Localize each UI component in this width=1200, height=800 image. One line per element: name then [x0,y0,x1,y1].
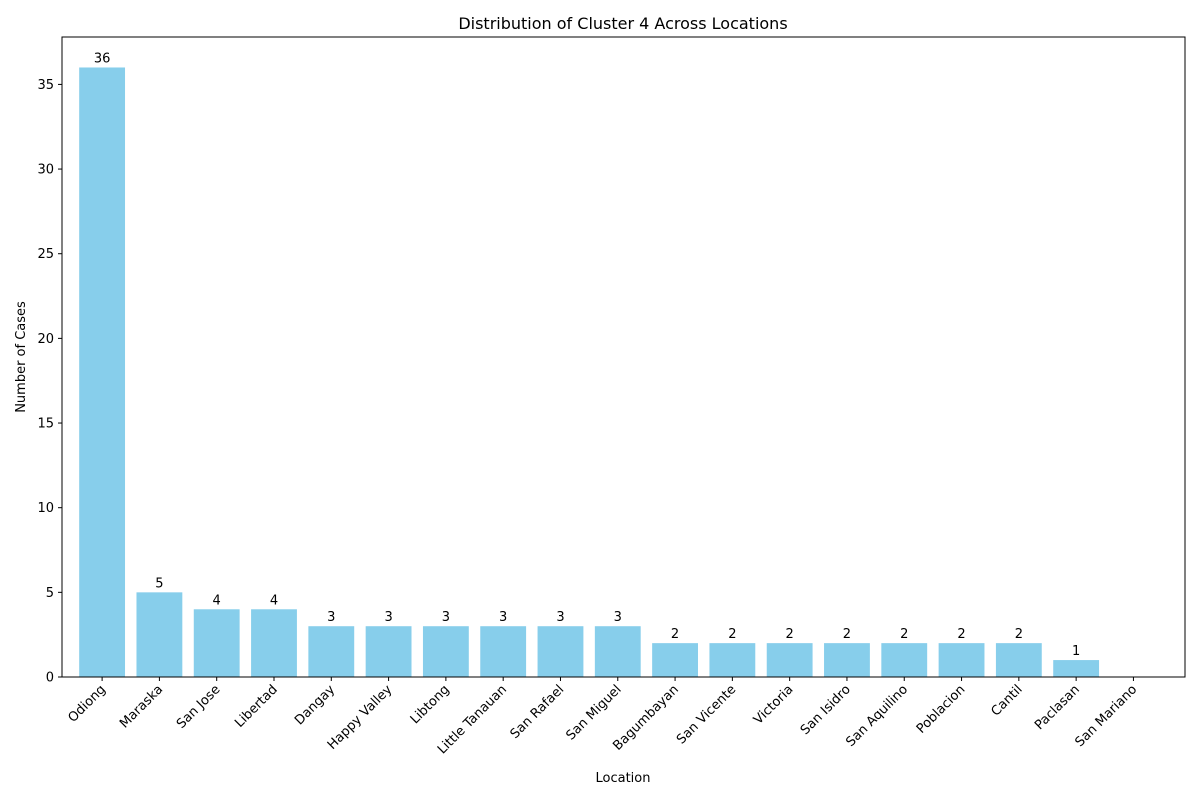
bar [766,643,813,677]
bar [79,67,126,678]
bar-value-label: 2 [671,627,679,642]
y-tick-label: 20 [37,332,54,347]
bar-value-label: 5 [155,576,163,591]
x-tick-label: San Aquilino [843,682,911,750]
bar-value-label: 2 [957,627,965,642]
x-tick-label: Libertad [232,682,281,731]
x-tick-label: Paclasan [1032,682,1083,733]
bar-value-label: 3 [556,610,564,625]
bar-value-label: 1 [1072,644,1080,659]
bar [480,626,527,677]
y-tick-label: 5 [46,586,54,601]
x-tick-label: San Miguel [563,682,624,743]
bar-value-label: 4 [213,593,221,608]
bar [938,643,985,677]
bar-value-label: 2 [786,627,794,642]
bar-value-label: 4 [270,593,278,608]
bar [136,592,183,677]
bar [594,626,641,677]
y-axis-label: Number of Cases [14,301,29,413]
bar-value-label: 3 [499,610,507,625]
x-axis-label: Location [596,771,651,786]
plot-area: 36 Odiong 5 Maraska 4 San Jose 4 Libertad 3 Danga… [37,36,1186,757]
bar [652,643,698,677]
y-tick-label: 30 [37,163,54,178]
bar [251,609,297,677]
bar [193,609,240,677]
bar [308,626,355,677]
x-tick-label: San Isidro [798,682,854,738]
x-tick-label: San Rafael [508,682,568,742]
bar-value-label: 3 [442,610,450,625]
bar-value-label: 2 [1015,627,1023,642]
bar [709,643,756,677]
bar-value-label: 3 [614,610,622,625]
bar-value-label: 2 [728,627,736,642]
bar [422,626,469,677]
x-tick-label: Libtong [408,682,453,727]
x-tick-label: San Mariano [1072,682,1140,750]
plot-frame [61,36,1186,678]
bar [537,626,584,677]
bar-value-label: 36 [94,51,111,66]
y-tick-label: 15 [37,417,54,432]
x-tick-label: Maraska [117,682,166,731]
y-tick-label: 0 [46,671,54,686]
chart-title: Distribution of Cluster 4 Across Locatio… [458,14,787,33]
bar-value-label: 3 [384,610,392,625]
x-tick-label: Poblacion [914,682,969,737]
bar [1053,660,1100,677]
y-tick-label: 35 [37,78,54,93]
bar-value-label: 3 [327,610,335,625]
x-tick-label: San Vicente [674,682,739,747]
x-tick-label: Odiong [65,682,109,726]
x-tick-label: Dangay [292,682,338,728]
x-tick-label: Victoria [751,682,796,727]
x-tick-label: Cantil [988,682,1025,719]
bar [881,643,928,677]
bar-value-label: 2 [900,627,908,642]
bar [824,643,870,677]
bar-value-label: 2 [843,627,851,642]
y-tick-label: 10 [37,501,54,516]
bar [365,626,412,677]
bar [995,643,1042,677]
x-tick-label: San Jose [174,682,224,732]
y-tick-label: 25 [37,247,54,262]
